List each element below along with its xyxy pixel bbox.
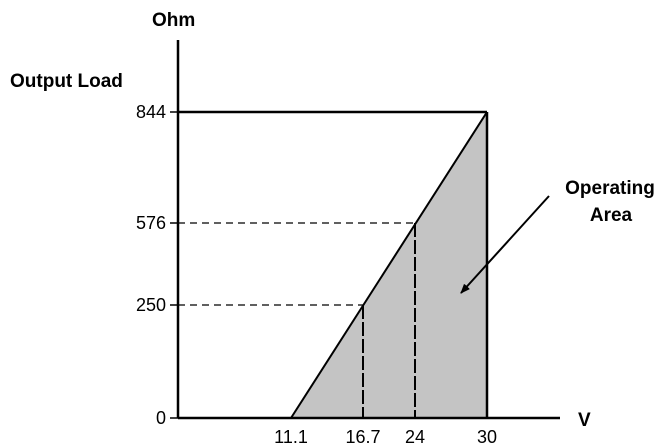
y-tick-label-250: 250 xyxy=(136,295,166,315)
region-label-line1: Operating xyxy=(565,178,655,199)
min-voltage-boundary-line xyxy=(290,111,488,419)
y-tick-label-576: 576 xyxy=(136,213,166,233)
y-axis-unit: Ohm xyxy=(152,10,195,31)
x-tick-label-24: 24 xyxy=(405,427,425,447)
y-axis-title: Output Load xyxy=(10,71,123,92)
x-tick-label-11-1: 11.1 xyxy=(274,427,308,447)
x-tick-label-16-7: 16.7 xyxy=(345,427,380,447)
x-tick-label-30: 30 xyxy=(477,427,497,447)
y-tick-label-844: 844 xyxy=(136,102,166,122)
region-pointer-arrow xyxy=(460,195,550,294)
y-tick-label-0: 0 xyxy=(156,408,166,428)
x-axis-unit: V xyxy=(578,410,591,431)
region-label-line2: Area xyxy=(590,205,633,226)
